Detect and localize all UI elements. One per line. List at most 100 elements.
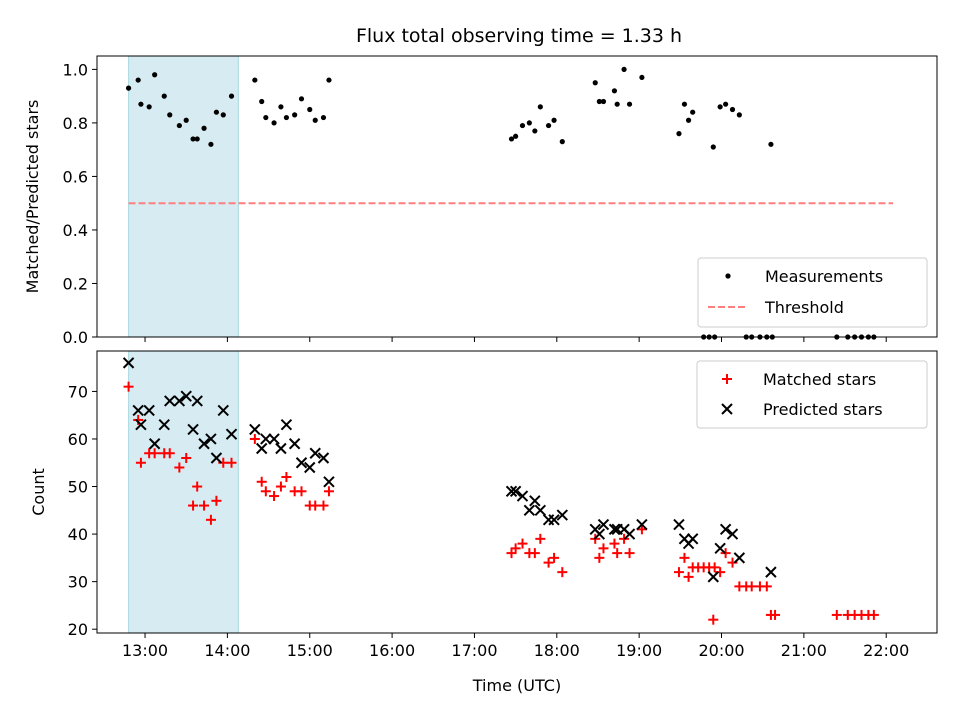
matched-star-point [636, 524, 647, 535]
x-tick-label: 19:00 [616, 641, 662, 660]
measurement-point [190, 136, 196, 142]
top-y-axis-label: Matched/Predicted stars [23, 100, 42, 294]
legend-threshold-label: Threshold [764, 298, 844, 317]
measurement-point [125, 85, 132, 91]
matched-star-point [619, 533, 630, 544]
measurement-point [559, 139, 565, 145]
measurement-point [228, 93, 235, 99]
matched-star-point [720, 548, 731, 559]
predicted-star-point [173, 395, 186, 407]
matched-star-point [598, 543, 609, 554]
measurement-point [252, 77, 258, 83]
matched-star-point [612, 548, 623, 559]
legend-plus-marker [722, 374, 732, 384]
measurement-point [161, 93, 167, 99]
measurement-point [513, 133, 519, 139]
matched-star-point [549, 552, 560, 563]
matched-stars-points [123, 381, 879, 625]
measurement-point [596, 98, 602, 105]
predicted-star-point [597, 518, 610, 531]
predicted-star-point [686, 533, 699, 545]
matched-star-point [683, 571, 694, 582]
bottom-legend-box [696, 360, 928, 429]
measurement-point [519, 122, 526, 129]
legend-measurements-marker [725, 273, 731, 279]
measurement-point [621, 66, 627, 72]
measurement-point [551, 117, 557, 123]
legend-measurements-label: Measurements [765, 267, 883, 286]
measurement-point [545, 122, 552, 129]
measurement-point [292, 112, 298, 118]
predicted-star-point [122, 357, 135, 369]
legend-cross-marker [721, 403, 733, 415]
top-y-tick-label: 0.6 [63, 167, 88, 186]
matched-star-point [226, 457, 237, 468]
measurement-point [183, 117, 189, 123]
predicted-star-point [187, 423, 199, 436]
matched-star-point [181, 452, 192, 463]
predicted-star-point [280, 419, 293, 431]
predicted-star-point [191, 395, 203, 407]
predicted-star-point [548, 514, 560, 526]
measurement-point [220, 112, 226, 118]
predicted-star-point [180, 390, 192, 402]
matched-star-point [296, 486, 307, 497]
predicted-star-point [210, 452, 223, 464]
predicted-star-point [505, 485, 518, 497]
x-tick-label: 18:00 [534, 641, 580, 660]
measurement-point [298, 96, 305, 102]
measurement-point [592, 80, 598, 86]
measurement-point [600, 98, 607, 105]
measurement-point [768, 141, 774, 147]
predicted-star-point [275, 442, 287, 455]
measurement-point [723, 101, 729, 107]
bottom-panel: 20 30 40 50 60 70 13:00 14:00 15:00 16:00 17:00 18… [29, 350, 938, 695]
predicted-star-point [534, 504, 547, 517]
measurement-point [626, 101, 633, 107]
matched-star-point [609, 538, 620, 549]
matched-star-point [510, 543, 521, 554]
x-tick-label: 21:00 [781, 641, 827, 660]
matched-star-point [164, 448, 175, 459]
legend-matched-marker [722, 374, 732, 384]
matched-star-point [535, 533, 546, 544]
predicted-star-point [516, 490, 529, 502]
matched-star-point [594, 552, 605, 563]
measurement-point [537, 104, 543, 110]
bottom-y-tick-label: 50 [68, 478, 88, 497]
bottom-legend: Matched stars Predicted stars [696, 360, 928, 429]
bottom-y-axis-label: Count [29, 468, 48, 516]
measurement-point [194, 136, 200, 142]
predicted-star-point [673, 518, 685, 531]
measurement-point [312, 117, 318, 123]
top-panel: 0.0 0.2 0.4 0.6 0.8 1.0 Matched/Predicted sta… [23, 55, 938, 347]
matched-star-point [679, 552, 690, 563]
measurement-point [213, 109, 220, 115]
matched-star-point [256, 476, 267, 487]
measurement-point [259, 98, 265, 105]
measurement-point [146, 104, 152, 110]
measurement-point [307, 106, 313, 113]
measurement-point [138, 101, 144, 107]
matched-star-point [624, 548, 635, 559]
predicted-star-point [205, 433, 217, 445]
measurement-point [278, 104, 284, 110]
matched-star-point [517, 538, 528, 549]
predicted-star-point [608, 523, 621, 536]
matched-star-point [260, 486, 271, 497]
matched-star-point [868, 609, 879, 620]
matched-star-point [323, 486, 334, 497]
matched-star-point [529, 548, 540, 559]
bottom-y-tick-label: 70 [68, 382, 88, 401]
x-tick-label: 14:00 [204, 641, 250, 660]
measurement-point [271, 120, 277, 126]
top-shaded-span [128, 55, 239, 338]
predicted-star-point [135, 419, 147, 431]
bottom-axes-frame [96, 350, 938, 634]
x-tick-label: 16:00 [369, 641, 415, 660]
matched-star-point [709, 562, 720, 573]
predicted-star-point [623, 528, 636, 540]
matched-star-point [831, 609, 842, 620]
top-y-tick-label: 0.0 [63, 328, 88, 347]
